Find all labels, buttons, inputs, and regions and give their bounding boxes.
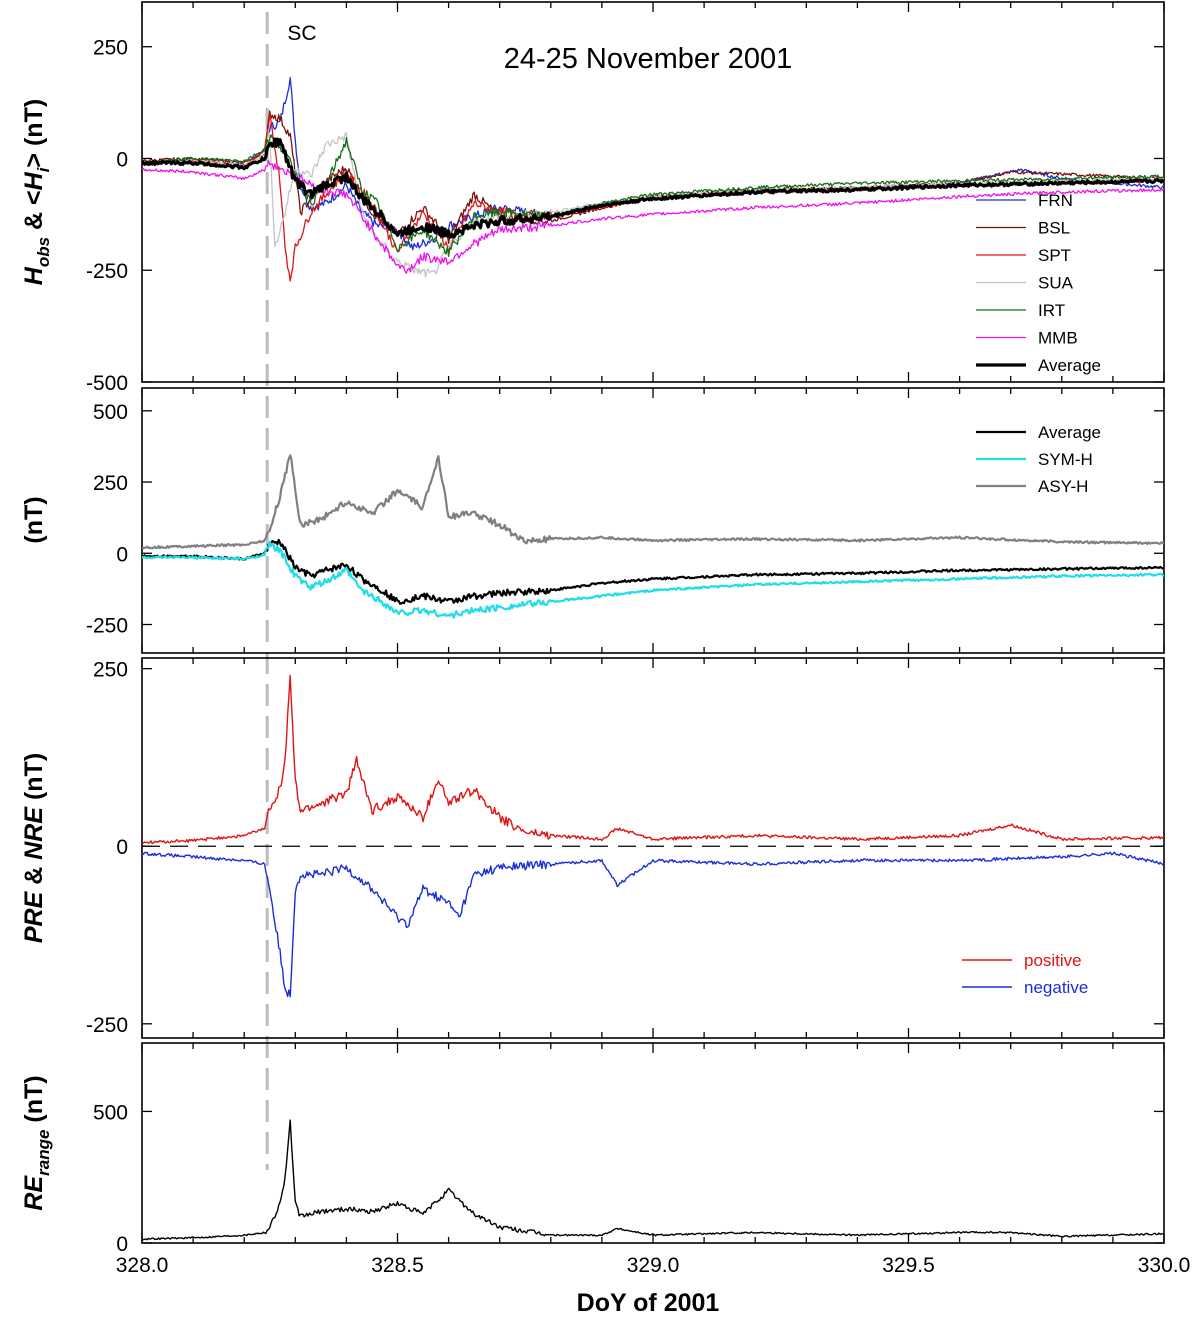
x-tick-label: 330.0 (1138, 1254, 1191, 1277)
legend-label: BSL (1038, 219, 1070, 238)
y-tick-label: 0 (116, 1233, 128, 1256)
panel-1-series (142, 77, 1164, 282)
series-line-positive (142, 674, 1164, 845)
y-tick-label: -250 (86, 615, 128, 638)
panel-1-ylabel: Hobs & <Hi> (nT) (20, 99, 53, 285)
y-tick-label: 0 (116, 148, 128, 171)
y-tick-label: 250 (93, 472, 128, 495)
legends: FRN BSL SPT SUA IRT MMB Average Average SYM-H ASY… (962, 191, 1101, 997)
x-tick-label: 329.5 (882, 1254, 935, 1277)
series-line-irt (142, 134, 1164, 258)
legend-label: IRT (1038, 301, 1065, 320)
legend-label: Average (1038, 423, 1101, 442)
y-tick-label: -250 (86, 260, 128, 283)
panel-2-ylabel: (nT) (20, 496, 48, 543)
y-tick-label: 0 (116, 836, 128, 859)
legend-label: SYM-H (1038, 450, 1093, 469)
y-tick-label: -250 (86, 1014, 128, 1037)
panel-4-ylabel: RErange (nT) (20, 1075, 53, 1210)
sc-annotation: SC (287, 22, 316, 45)
series-line-asy-h (142, 454, 1164, 550)
panel-4-frame (141, 1042, 1165, 1244)
legend-label: positive (1024, 951, 1082, 970)
y-tick-label: 500 (93, 401, 128, 424)
panel-2-series (142, 454, 1164, 619)
series-line-average (142, 538, 1164, 605)
legend-label: SPT (1038, 246, 1071, 265)
x-tick-label: 328.5 (371, 1254, 424, 1277)
panel-4-series (142, 1119, 1164, 1241)
legend-label: Average (1038, 356, 1101, 375)
x-axis-label: DoY of 2001 (577, 1289, 720, 1317)
legend-label: FRN (1038, 191, 1073, 210)
series-line-sym-h (142, 540, 1164, 619)
panel-3-series (142, 674, 1164, 998)
series-line-negative (142, 851, 1164, 998)
y-tick-label: 250 (93, 659, 128, 682)
axis-ticks (141, 2, 1165, 1244)
legend-label: SUA (1038, 274, 1074, 293)
series-line-frn (142, 77, 1164, 251)
legend-label: negative (1024, 978, 1088, 997)
panel-3-ylabel: PRE & NRE (nT) (20, 753, 48, 943)
y-tick-label: 500 (93, 1101, 128, 1124)
y-tick-label: 0 (116, 543, 128, 566)
series-line-mmb (142, 159, 1164, 274)
x-tick-label: 329.0 (627, 1254, 680, 1277)
series-line-panel-4 (142, 1119, 1164, 1241)
tick-labels: 328.0 328.5 329.0 329.5 330.0 -500 -250 0 250 -25… (86, 37, 1190, 1277)
x-tick-label: 328.0 (116, 1254, 169, 1277)
panel-2-frame (141, 387, 1165, 654)
legend-label: MMB (1038, 329, 1078, 348)
series-line-average (142, 137, 1164, 239)
y-tick-label: 250 (93, 37, 128, 60)
chart-title: 24-25 November 2001 (504, 43, 793, 75)
panel-3-frame (141, 657, 1165, 1039)
y-tick-label: -500 (86, 372, 128, 395)
legend-label: ASY-H (1038, 477, 1088, 496)
